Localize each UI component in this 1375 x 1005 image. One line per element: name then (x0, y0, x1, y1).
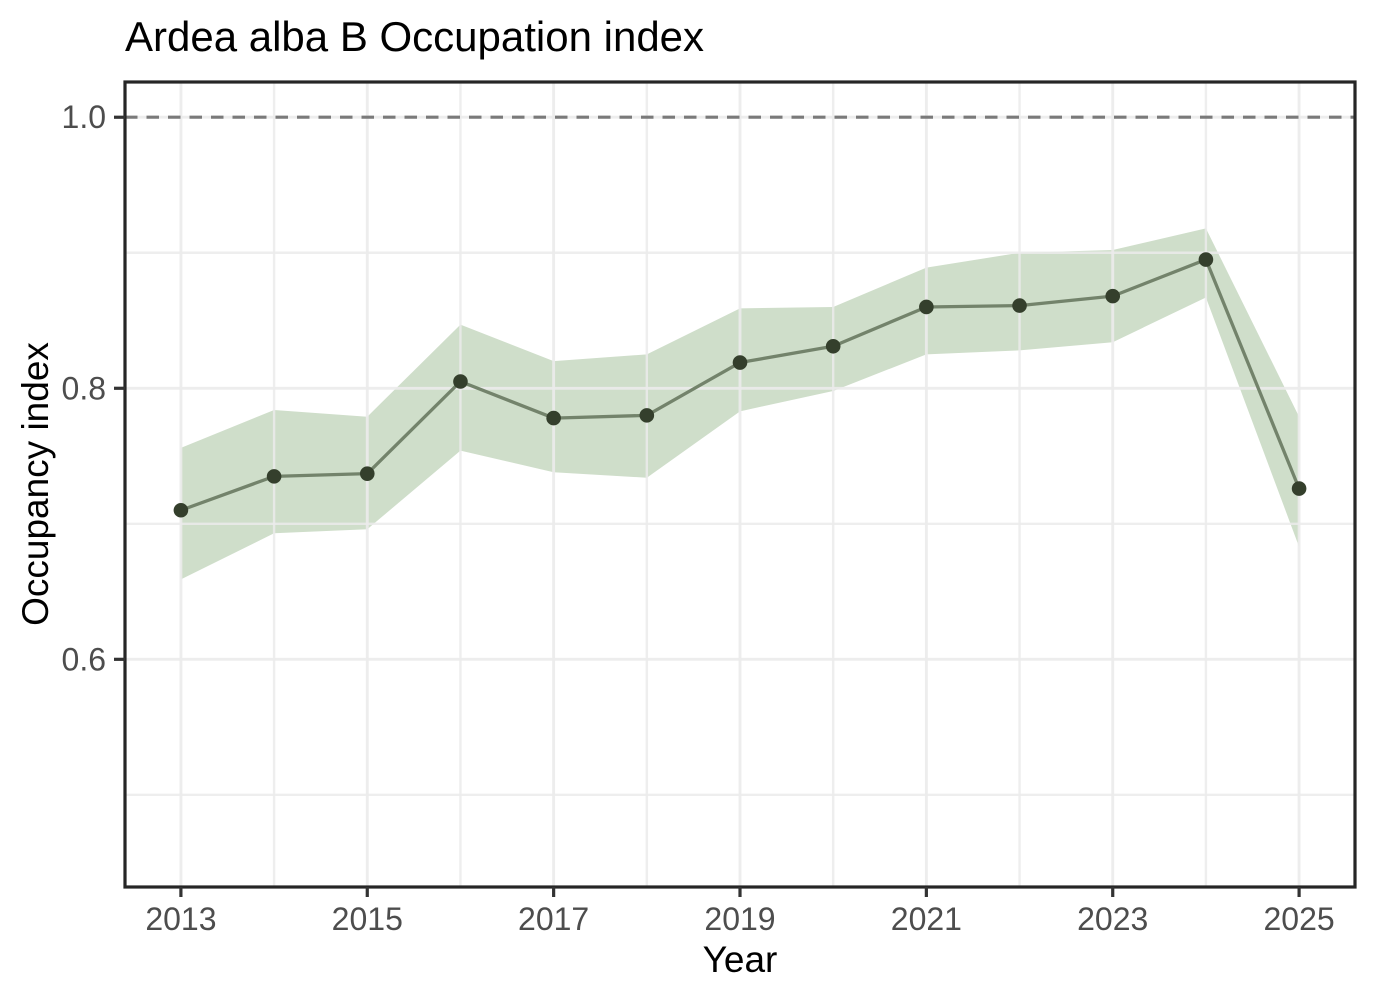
x-tick-label: 2021 (891, 901, 962, 937)
data-point-2017 (546, 410, 561, 426)
y-tick-label: 1.0 (62, 99, 106, 135)
x-tick-label: 2019 (704, 901, 775, 937)
chart-title: Ardea alba B Occupation index (125, 13, 704, 60)
data-point-2022 (1012, 298, 1027, 313)
x-tick-label: 2013 (145, 901, 216, 937)
data-point-2023 (1105, 288, 1121, 304)
data-point-2018 (639, 408, 655, 423)
data-point-2025 (1291, 481, 1307, 496)
data-point-2021 (919, 299, 934, 315)
y-tick-label: 0.8 (62, 370, 106, 406)
x-axis-title: Year (703, 939, 778, 980)
x-tick-label: 2025 (1263, 901, 1334, 937)
y-tick-label: 0.6 (62, 641, 106, 677)
data-point-2015 (359, 466, 375, 481)
data-point-2013 (173, 502, 189, 518)
plot-layers: 2013 2015 2017 2019 2021 2023 2025 1.0 0.8 0.6 (62, 80, 1357, 937)
x-tick-label: 2015 (332, 901, 403, 937)
y-axis-title: Occupancy index (15, 342, 56, 626)
data-point-2020 (825, 338, 841, 354)
data-point-2016 (453, 374, 468, 389)
x-tick-label: 2023 (1077, 901, 1148, 937)
data-point-2019 (732, 355, 748, 370)
data-point-2014 (266, 469, 282, 484)
x-tick-label: 2017 (518, 901, 589, 937)
data-point-2024 (1198, 252, 1214, 267)
